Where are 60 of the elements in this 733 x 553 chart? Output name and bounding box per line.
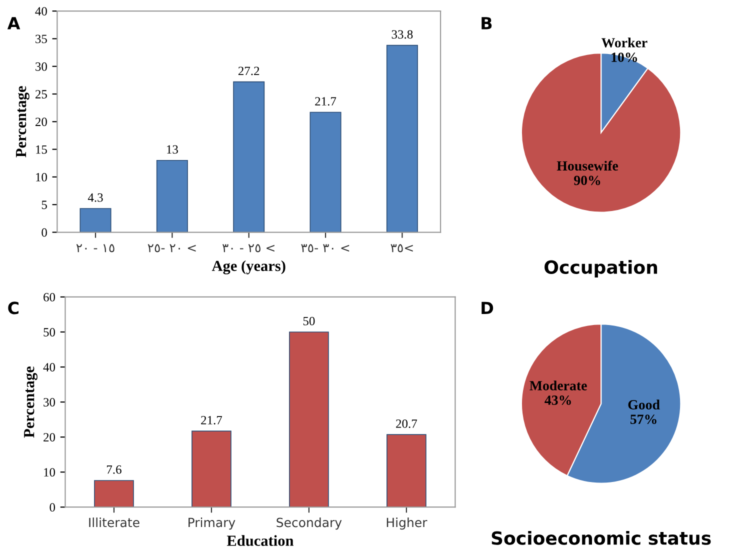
y-tick-label: 10: [44, 468, 56, 477]
text: D: [482, 302, 494, 314]
y-tick-label: 40: [35, 7, 47, 16]
y-tick-label: 15: [36, 145, 47, 154]
bar: [310, 112, 342, 232]
bar: [192, 430, 232, 508]
data-label: 57%: [630, 414, 656, 424]
y-tick-label: 30: [44, 398, 56, 406]
slice-label: Housewife: [556, 160, 618, 171]
y-tick-label: 40: [43, 363, 56, 372]
y-tick-label: 0: [50, 503, 56, 512]
bar: [386, 434, 426, 508]
data-label: 4.3: [88, 193, 103, 202]
data-label: 7.6: [106, 465, 122, 474]
data-label: 33.8: [392, 30, 413, 39]
y-tick-label: 25: [36, 90, 47, 98]
y-tick-label: 0: [42, 228, 47, 237]
y-tick-label: 20: [44, 433, 56, 442]
text: A: [7, 17, 20, 30]
slice-label: Good: [628, 400, 660, 410]
x-tick-label: ٢٠ - ١٥: [76, 244, 114, 252]
x-axis-title: Age (years): [212, 260, 286, 274]
y-tick-label: 50: [44, 328, 56, 336]
data-label: 50: [303, 316, 315, 326]
bar: [386, 44, 418, 232]
text: C: [8, 302, 18, 314]
text: Occupation: [544, 260, 658, 278]
text: Socioeconomic status: [492, 530, 711, 545]
x-axis-title: Education: [226, 535, 294, 546]
x-tick-label: Secondary: [276, 518, 342, 530]
bar: [233, 81, 265, 232]
data-label: 20.7: [396, 419, 418, 428]
x-tick-label: ٢٥- ٢٠ <: [148, 244, 196, 252]
x-tick-label: Higher: [386, 518, 428, 530]
y-tick-label: 35: [36, 34, 47, 44]
text: B: [482, 17, 492, 30]
bar: [156, 160, 188, 232]
y-tick-label: 30: [36, 62, 47, 71]
bar: [289, 332, 329, 508]
bar: [94, 480, 134, 508]
data-label: 43%: [544, 396, 571, 405]
data-label: 13: [167, 145, 178, 154]
y-axis-title: Percentage: [24, 366, 38, 438]
data-label: 90%: [574, 176, 600, 186]
slice-label: Moderate: [530, 380, 587, 390]
y-tick-label: 10: [36, 172, 47, 182]
x-tick-label: ٣٥- ٣٠ <: [301, 244, 350, 252]
x-tick-label: ٣٠ - ٢٥ <: [222, 244, 274, 252]
data-label: 21.7: [315, 97, 336, 106]
bar: [80, 208, 112, 232]
data-label: 27.2: [238, 66, 260, 76]
slice-label: Worker: [601, 38, 648, 48]
x-tick-label: ٣٥<: [390, 244, 413, 252]
y-axis-title: Percentage: [16, 86, 30, 158]
data-label: 21.7: [201, 416, 222, 424]
x-tick-label: Illiterate: [89, 518, 140, 528]
y-tick-label: 60: [44, 292, 56, 302]
x-tick-label: Primary: [188, 518, 236, 530]
y-tick-label: 5: [42, 200, 47, 210]
y-tick-label: 20: [36, 118, 47, 126]
